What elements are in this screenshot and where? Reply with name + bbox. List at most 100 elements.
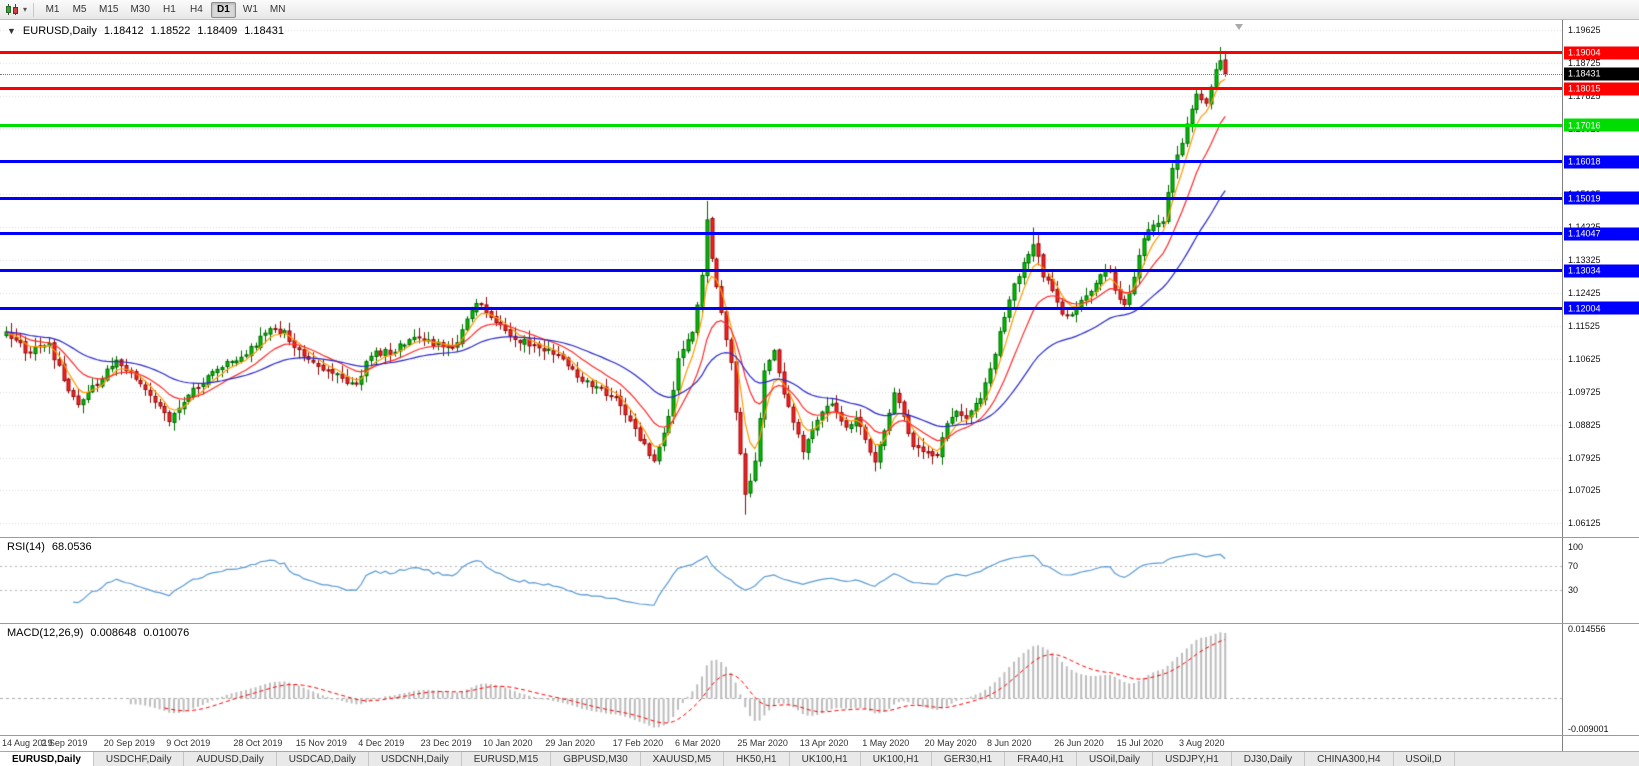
- price-scale-label: 1.13325: [1568, 255, 1601, 266]
- chart-tab[interactable]: EURUSD,Daily: [0, 752, 94, 766]
- price-scale-label: 1.07925: [1568, 452, 1601, 463]
- chart-shift-marker[interactable]: [1235, 24, 1244, 30]
- date-label: 20 Sep 2019: [103, 738, 155, 748]
- date-label: 8 Jun 2020: [987, 738, 1032, 748]
- date-axis-separator: [0, 735, 1639, 736]
- rsi-indicator-title: RSI(14) 68.0536: [7, 541, 92, 553]
- ohlc-low: 1.18409: [197, 25, 238, 37]
- rsi-value: 68.0536: [51, 541, 92, 553]
- date-label: 29 Jan 2020: [545, 738, 595, 748]
- horizontal-line[interactable]: [0, 87, 1562, 91]
- horizontal-line[interactable]: [0, 269, 1562, 273]
- chart-tab[interactable]: USDCNH,Daily: [368, 752, 462, 766]
- price-scale-label: 1.18725: [1568, 57, 1601, 68]
- rsi-scale-label: 100: [1568, 542, 1584, 552]
- timeframe-button-m5[interactable]: M5: [72, 4, 87, 15]
- chart-plot-canvas[interactable]: [0, 20, 1562, 751]
- price-line-label: 1.12004: [1564, 301, 1639, 315]
- price-scale-label: 1.17825: [1568, 90, 1601, 101]
- macd-indicator-title: MACD(12,26,9) 0.008648 0.010076: [7, 627, 189, 639]
- ohlc-open: 1.18412: [103, 25, 144, 37]
- price-line-label: 1.16018: [1564, 155, 1639, 169]
- current-price-label: 1.18431: [1564, 67, 1639, 81]
- chart-tab[interactable]: DJ30,Daily: [1231, 752, 1306, 766]
- collapse-chart-icon[interactable]: ▼: [7, 26, 16, 36]
- price-line-label: 1.18015: [1564, 82, 1639, 96]
- date-label: 26 Jun 2020: [1054, 738, 1104, 748]
- timeframe-button-h1[interactable]: H1: [163, 4, 176, 15]
- horizontal-line[interactable]: [0, 306, 1562, 310]
- macd-signal-value: 0.010076: [143, 627, 190, 639]
- date-label: 15 Nov 2019: [295, 738, 347, 748]
- rsi-panel-separator[interactable]: [0, 537, 1639, 538]
- date-label: 25 Mar 2020: [737, 738, 788, 748]
- time-axis[interactable]: 14 Aug 2019 2 Sep 2019 20 Sep 2019 9 Oct 20…: [0, 736, 1562, 751]
- date-label: 3 Aug 2020: [1179, 738, 1225, 748]
- price-scale-label: 1.08825: [1568, 419, 1601, 430]
- horizontal-line[interactable]: [0, 160, 1562, 164]
- macd-name: MACD(12,26,9): [7, 627, 84, 639]
- timeframe-group: M1 M5 M15 M30 H1 H4 D1 W1 MN: [40, 1, 290, 18]
- timeframe-button-mn[interactable]: MN: [269, 4, 286, 15]
- timeframe-button-w1[interactable]: W1: [242, 4, 258, 15]
- date-label: 1 May 2020: [862, 738, 910, 748]
- chart-type-dropdown-icon[interactable]: ▾: [23, 5, 28, 14]
- date-label: 9 Oct 2019: [166, 738, 211, 748]
- candlestick-chart-icon[interactable]: [4, 3, 22, 17]
- toolbar: ▾ M1 M5 M15 M30 H1 H4 D1 W1 MN: [0, 0, 1639, 20]
- price-scale-label: 1.19625: [1568, 25, 1601, 36]
- price-scale-label: 1.12425: [1568, 288, 1601, 299]
- chart-tab[interactable]: FRA40,H1: [1005, 752, 1077, 766]
- price-scale-label: 1.07025: [1568, 485, 1601, 496]
- rsi-name: RSI(14): [7, 541, 45, 553]
- macd-panel-separator[interactable]: [0, 623, 1639, 624]
- horizontal-line[interactable]: [0, 123, 1562, 127]
- chart-tab[interactable]: CHINA300,H4: [1305, 752, 1394, 766]
- timeframe-button-m30[interactable]: M30: [130, 4, 150, 15]
- chart-tab[interactable]: UK100,H1: [860, 752, 932, 766]
- chart-title: ▼ EURUSD,Daily 1.18412 1.18522 1.18409 1…: [7, 25, 284, 37]
- chart-tab[interactable]: USDCHF,Daily: [93, 752, 185, 766]
- price-line-label: 1.13034: [1564, 264, 1639, 278]
- rsi-scale-label: 30: [1568, 585, 1579, 596]
- chart-tab[interactable]: GER30,H1: [931, 752, 1006, 766]
- horizontal-line[interactable]: [0, 232, 1562, 236]
- date-label: 13 Apr 2020: [799, 738, 849, 748]
- timeframe-button-h4[interactable]: H4: [190, 4, 203, 15]
- chart-tab[interactable]: XAUUSD,M5: [640, 752, 725, 766]
- ohlc-close: 1.18431: [244, 25, 284, 37]
- chart-tab[interactable]: AUDUSD,Daily: [184, 752, 277, 766]
- date-label: 14 Aug 2019: [2, 738, 53, 748]
- chart-tab[interactable]: HK50,H1: [724, 752, 790, 766]
- chart-area: ▼ EURUSD,Daily 1.18412 1.18522 1.18409 1…: [0, 20, 1639, 751]
- chart-tab[interactable]: USOil,D: [1393, 752, 1455, 766]
- timeframe-button-m1[interactable]: M1: [45, 4, 60, 15]
- price-line-label: 1.19004: [1564, 46, 1639, 60]
- macd-scale-label: 0.014556: [1568, 624, 1606, 634]
- horizontal-line[interactable]: [0, 51, 1562, 55]
- price-scale[interactable]: 1.196251.187251.178251.169251.160251.151…: [1562, 20, 1639, 751]
- price-line-label: 1.15019: [1564, 191, 1639, 205]
- chart-tab[interactable]: USDCAD,Daily: [276, 752, 369, 766]
- date-label: 23 Dec 2019: [420, 738, 472, 748]
- price-scale-label: 1.10625: [1568, 353, 1601, 364]
- date-label: 17 Feb 2020: [612, 738, 664, 748]
- symbol-name: EURUSD,Daily: [22, 25, 97, 37]
- date-label: 4 Dec 2019: [358, 738, 405, 748]
- chart-tab[interactable]: GBPUSD,M30: [551, 752, 641, 766]
- chart-tab[interactable]: USDJPY,H1: [1153, 752, 1232, 766]
- date-label: 10 Jan 2020: [483, 738, 533, 748]
- timeframe-button-m15[interactable]: M15: [99, 4, 119, 15]
- rsi-scale-label: 70: [1568, 560, 1579, 571]
- chart-tab[interactable]: USOil,Daily: [1076, 752, 1154, 766]
- current-price-line: [0, 73, 1562, 75]
- chart-tab[interactable]: UK100,H1: [789, 752, 861, 766]
- price-scale-label: 1.11525: [1568, 320, 1600, 331]
- date-label: 6 Mar 2020: [675, 738, 721, 748]
- timeframe-button-d1[interactable]: D1: [210, 1, 236, 18]
- horizontal-line[interactable]: [0, 196, 1562, 200]
- chart-tab[interactable]: EURUSD,M15: [461, 752, 552, 766]
- price-scale-label: 1.09725: [1568, 386, 1601, 397]
- price-scale-label: 1.06125: [1568, 518, 1601, 529]
- date-label: 2 Sep 2019: [41, 738, 88, 748]
